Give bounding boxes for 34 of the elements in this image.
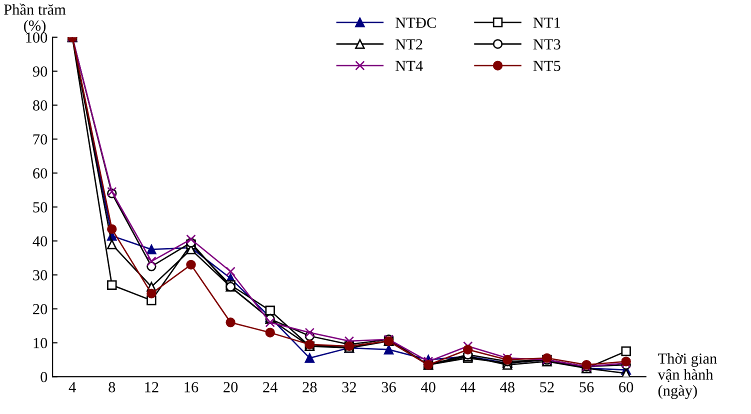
y-tick-label: 80 (33, 100, 48, 111)
x-tick-label: 16 (184, 382, 198, 392)
x-tick-label: 28 (302, 382, 317, 392)
x-tick-label: 40 (420, 382, 436, 392)
y-tick-label: 70 (33, 134, 48, 145)
x-tick-label: 32 (342, 382, 356, 392)
legend-label: NT3 (533, 39, 560, 50)
y-tick-label: 20 (33, 304, 48, 314)
x-tick-label: 8 (108, 382, 116, 392)
legend-label: NT1 (533, 18, 560, 28)
x-tick-label: 56 (580, 382, 594, 392)
x-tick-label: 20 (224, 382, 238, 392)
y-tick-label: 40 (32, 236, 48, 246)
x-tick-label: 48 (500, 382, 514, 392)
y-tick-label: 60 (33, 168, 48, 179)
y-tick-label: 10 (34, 338, 48, 348)
x-tick-label: 44 (460, 382, 476, 392)
y-tick-label: 0 (40, 372, 48, 382)
x-tick-label: 12 (145, 382, 158, 392)
x-tick-label: 24 (263, 382, 278, 392)
y-tick-label: 100 (26, 32, 48, 43)
legend-label: NTĐC (396, 18, 436, 28)
x-tick-label: 60 (619, 382, 634, 392)
x-tick-label: 52 (540, 382, 554, 392)
y-tick-label: 90 (32, 66, 48, 77)
y-tick-label: 50 (33, 202, 48, 212)
x-tick-label: 4 (68, 382, 76, 392)
y-tick-label: 30 (33, 270, 48, 280)
x-axis-title: Thời gian vận hành (ngày) (658, 352, 717, 399)
legend-label: NT2 (396, 39, 422, 50)
legend-label: NT5 (533, 60, 560, 72)
legend-label: NT4 (396, 60, 423, 71)
y-axis-title: Phần trăm (%) (4, 4, 66, 34)
x-tick-label: 36 (382, 382, 396, 392)
